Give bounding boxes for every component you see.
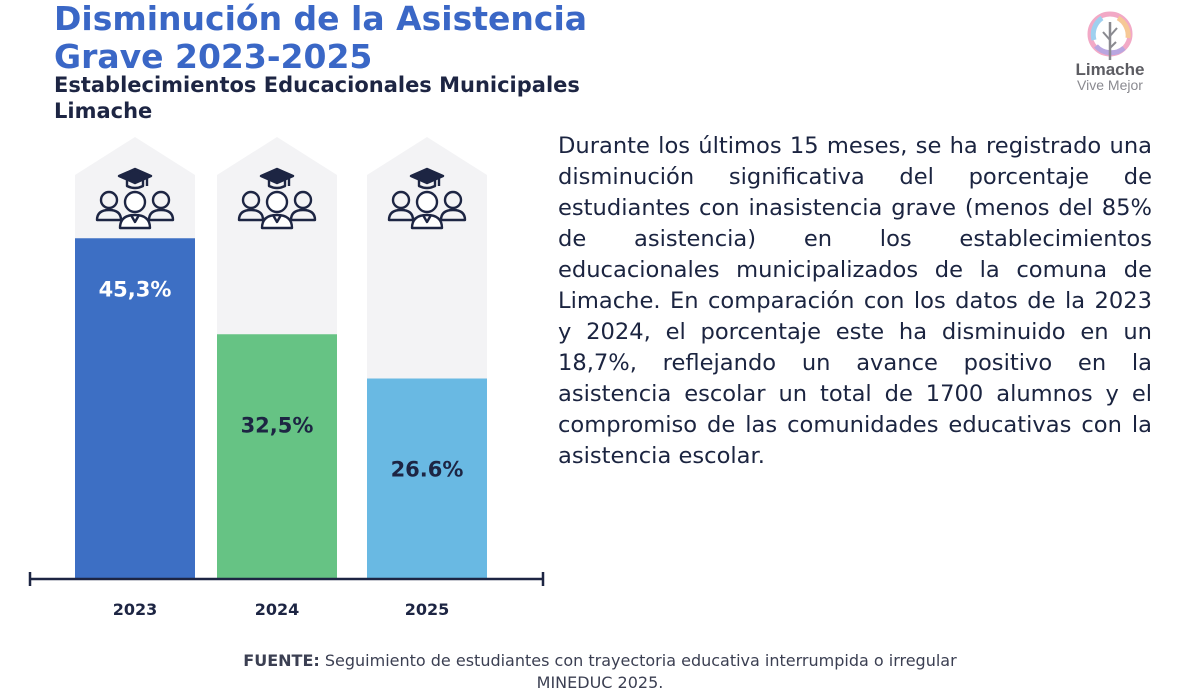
subtitle-line-1: Establecimientos Educacionales Municipal… [54,73,580,97]
bar-2024 [217,334,337,578]
logo-name: Limache [1075,60,1145,79]
value-label-2024: 32,5% [241,413,314,437]
source-note: FUENTE: Seguimiento de estudiantes con t… [0,650,1200,694]
description-paragraph: Durante los últimos 15 meses, se ha regi… [558,133,1152,469]
page-title: Disminución de la Asistencia Grave 2023-… [54,0,587,76]
students-graduation-icon [95,167,175,230]
value-label-2025: 26.6% [391,458,464,482]
logo-tagline: Vive Mejor [1077,77,1143,93]
source-label: FUENTE: [243,651,320,670]
title-line-2: Grave 2023-2025 [54,37,373,76]
value-label-2023: 45,3% [99,277,172,301]
source-text-line-2: MINEDUC 2025. [536,673,664,692]
page-subtitle: Establecimientos Educacionales Municipal… [54,72,580,124]
bar-chart: 45,3% 2023 32,5% 2024 26.6% 2025 [28,137,545,619]
x-tick-label-2024: 2024 [255,600,300,619]
bar-2023 [75,238,195,578]
limache-logo: Limache Vive Mejor [1055,10,1165,100]
x-tick-label-2023: 2023 [113,600,158,619]
tree-logo-icon [1087,11,1133,60]
subtitle-line-2: Limache [54,99,153,123]
students-graduation-icon [387,167,467,230]
x-tick-label-2025: 2025 [405,600,450,619]
bar-2025 [367,378,487,578]
students-graduation-icon [237,167,317,230]
source-text: Seguimiento de estudiantes con trayector… [319,651,957,670]
title-line-1: Disminución de la Asistencia [54,0,588,38]
